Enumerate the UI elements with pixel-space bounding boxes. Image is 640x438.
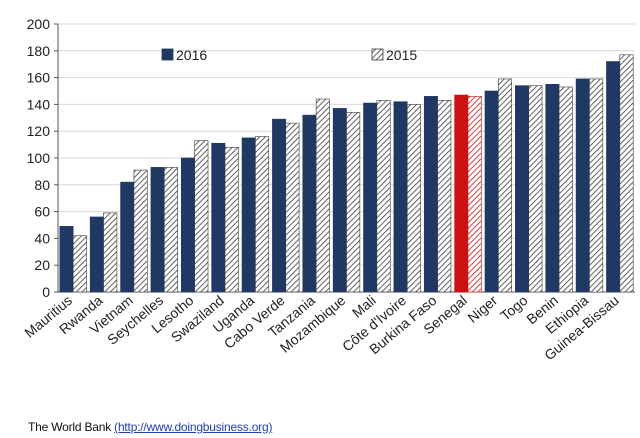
bar-2015	[133, 169, 148, 293]
y-tick-label: 80	[34, 177, 50, 193]
legend: 2016 2015	[161, 47, 417, 63]
bar-2016	[363, 102, 378, 293]
legend-swatch-2016	[161, 48, 174, 61]
bars	[59, 54, 634, 293]
y-tick-label: 140	[27, 96, 51, 112]
bar-2015	[498, 78, 513, 293]
bar-2015	[437, 100, 452, 293]
bar-2016	[180, 157, 195, 293]
bar-2016	[423, 96, 438, 293]
bar-2016	[302, 114, 317, 293]
bar-2016	[332, 108, 347, 293]
bar-2015	[467, 96, 482, 293]
bar-2016	[575, 78, 590, 293]
bar-chart: 0 20 40 60 80 100 120 140 160 180 200 MauritiusRwa…	[21, 16, 635, 363]
bar-2016	[606, 61, 621, 293]
source-link[interactable]: (http://www.doingbusiness.org)	[114, 420, 273, 434]
bar-2015	[558, 86, 573, 293]
y-tick-label: 40	[34, 230, 50, 246]
bar-2015	[163, 167, 178, 293]
bar-2016	[454, 94, 469, 293]
bar-2016	[484, 90, 499, 293]
bar-2015	[255, 136, 270, 293]
y-tick-label: 20	[34, 257, 50, 273]
bar-2015	[406, 104, 421, 293]
bar-2016	[150, 167, 165, 293]
bar-2016	[515, 85, 530, 293]
y-tick-label: 120	[27, 123, 51, 139]
y-tick-label: 160	[27, 70, 51, 86]
y-tick-label: 60	[34, 204, 50, 220]
bar-2015	[315, 98, 330, 293]
y-tick-label: 0	[42, 284, 50, 300]
bar-2016	[272, 118, 287, 293]
x-tick-label: Niger	[464, 292, 500, 326]
bar-2016	[241, 137, 256, 293]
chart-area: 0 20 40 60 80 100 120 140 160 180 200 Mauritius Rwa…	[21, 16, 635, 363]
bar-2016	[211, 142, 226, 293]
bar-2015	[103, 212, 118, 293]
source-prefix: The World Bank	[28, 420, 115, 434]
bar-2015	[285, 122, 300, 293]
source-note: The World Bank (http://www.doingbusiness…	[28, 420, 272, 434]
bar-2015	[528, 85, 543, 293]
bar-2015	[619, 54, 634, 293]
bar-2015	[72, 235, 87, 293]
legend-label-2015: 2015	[386, 47, 417, 63]
bar-2016	[120, 181, 135, 293]
y-tick-label: 200	[27, 16, 51, 32]
bar-2016	[89, 216, 104, 293]
bar-2015	[376, 100, 391, 293]
y-tick-label: 180	[27, 43, 51, 59]
bar-2016	[393, 101, 408, 293]
legend-swatch-2015	[371, 48, 384, 61]
bar-2015	[346, 112, 361, 293]
bar-2015	[224, 146, 239, 293]
bar-2016	[59, 226, 74, 293]
x-axis-labels: MauritiusRwandaVietnamSeychellesLesothoS…	[21, 292, 621, 363]
y-tick-label: 100	[27, 150, 51, 166]
bar-2016	[545, 84, 560, 293]
bar-2015	[194, 140, 209, 293]
legend-label-2016: 2016	[176, 47, 207, 63]
bar-2015	[589, 78, 604, 293]
